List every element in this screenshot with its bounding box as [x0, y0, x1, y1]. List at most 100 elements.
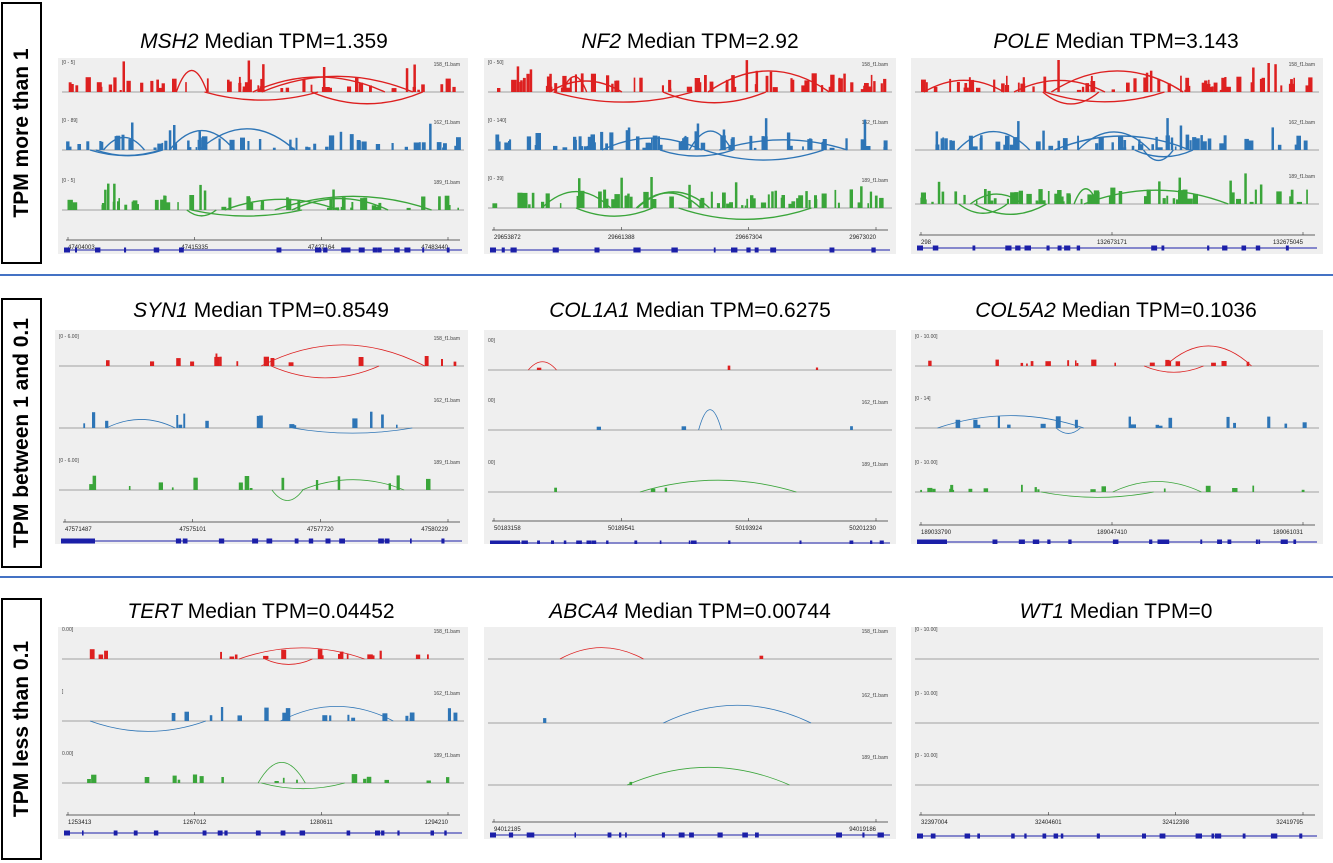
coverage-peak: [203, 190, 207, 210]
coverage-bar: [716, 203, 720, 208]
sashimi-panel-abca4: 158_f1.bam 162_f1.bam 189_f1.bam 94012185 94…: [484, 627, 896, 839]
gene-exon: [1211, 833, 1214, 839]
gene-exon: [1057, 245, 1062, 251]
coverage-bar: [1123, 147, 1127, 150]
coverage-bar: [205, 420, 209, 428]
coverage-bar: [1151, 144, 1154, 150]
splice-junction-arc: [1044, 91, 1165, 103]
coverage-bar: [341, 197, 346, 210]
track-range-label: [0 - 50]: [488, 60, 504, 66]
gene-exon: [252, 538, 259, 544]
splice-junction-arc: [703, 149, 824, 161]
coverage-bar: [1303, 140, 1308, 150]
splice-junction-arc: [291, 197, 389, 211]
coverage-bar: [750, 195, 754, 208]
coverage-bar: [710, 191, 713, 208]
coverage-bar: [1185, 77, 1190, 92]
coverage-peak: [627, 127, 631, 150]
coverage-bar: [850, 82, 854, 92]
coverage-bar: [1254, 189, 1257, 204]
gene-exon: [372, 247, 378, 253]
coverage-bar: [860, 89, 865, 92]
coverage-peak: [199, 184, 202, 210]
gene-exon: [586, 540, 592, 544]
track-range-label: 00]: [488, 338, 496, 344]
track-2: [0 - 6.00] 189_f1.bam: [59, 458, 464, 501]
splice-junction-arc: [553, 91, 693, 103]
coverage-bar: [956, 82, 960, 92]
coverage-peak: [529, 69, 533, 92]
coverage-bar: [821, 193, 827, 208]
splice-junction-arc: [280, 706, 394, 722]
track-name-label: 189_f1.bam: [862, 755, 888, 761]
axis-coordinate-label: 50193924: [735, 526, 762, 532]
track-2: [0 - 5] 189_f1.bam: [62, 178, 464, 217]
gene-exon: [490, 247, 496, 253]
tpm-label: Median TPM=2.92: [626, 30, 799, 53]
coverage-bar: [369, 85, 372, 92]
gene-exon: [1112, 539, 1119, 544]
coverage-peak: [578, 178, 581, 208]
coverage-bar: [790, 79, 795, 92]
coverage-bar: [174, 143, 178, 150]
gene-exon: [218, 538, 225, 544]
coverage-bar: [850, 426, 853, 430]
coverage-bar: [995, 359, 999, 366]
row-label-high-text: TPM more than 1: [9, 48, 33, 218]
coverage-bar: [741, 205, 744, 208]
axis-coordinate-label: 298: [921, 240, 932, 246]
coverage-bar: [140, 82, 144, 92]
coverage-bar: [1219, 89, 1224, 92]
coverage-bar: [963, 194, 966, 204]
panel-title-wt1: WT1 Median TPM=0: [911, 600, 1321, 624]
coverage-bar: [1250, 82, 1254, 92]
coverage-bar: [1290, 189, 1294, 204]
gene-exon: [992, 539, 998, 544]
coverage-bar: [611, 83, 614, 92]
coverage-bar: [1192, 193, 1198, 204]
coverage-bar: [526, 136, 532, 150]
coverage-bar: [75, 85, 79, 92]
coverage-bar: [349, 134, 354, 150]
coverage-bar: [1180, 75, 1182, 92]
coverage-bar: [296, 779, 298, 783]
coverage-peak: [131, 122, 134, 150]
coverage-bar: [445, 205, 451, 210]
gene-exon: [257, 830, 261, 836]
coverage-bar: [1001, 83, 1005, 92]
coverage-bar: [447, 708, 451, 721]
coverage-bar: [244, 82, 250, 92]
track-range-label: [0 - 6.00]: [59, 334, 79, 340]
gene-exon: [1161, 245, 1165, 251]
coverage-peak: [247, 60, 251, 92]
coverage-bar: [220, 707, 224, 721]
coverage-bar: [321, 655, 324, 659]
coverage-bar: [1162, 198, 1166, 204]
coverage-bar: [443, 143, 447, 150]
coverage-bar: [184, 711, 189, 721]
coverage-bar: [780, 197, 785, 208]
coverage-bar: [367, 654, 373, 659]
coverage-bar: [870, 74, 873, 92]
coverage-bar: [242, 86, 246, 92]
splice-junction-arc: [292, 427, 413, 434]
splice-junction-arc: [1054, 135, 1190, 151]
coverage-bar: [359, 82, 364, 92]
splice-junction-arc: [311, 91, 423, 105]
track-0: [0 - 6.00] 158_f1.bam: [59, 334, 464, 379]
coverage-bar: [495, 141, 501, 150]
coverage-bar: [322, 715, 328, 721]
coverage-peak: [107, 183, 110, 210]
coverage-peak: [262, 64, 265, 92]
coverage-bar: [574, 74, 577, 92]
sashimi-plot-svg: 158_f1.bam 162_f1.bam 189_f1.bam 298 1326731…: [915, 60, 1319, 251]
coverage-bar: [67, 199, 73, 210]
coverage-bar: [801, 85, 806, 92]
splice-junction-arc: [257, 762, 306, 784]
coverage-bar: [1005, 143, 1010, 150]
gene-exon: [346, 830, 351, 836]
coverage-bar: [1157, 79, 1161, 92]
gene-exon: [713, 247, 716, 253]
coverage-bar: [274, 781, 279, 783]
coverage-bar: [417, 89, 420, 92]
